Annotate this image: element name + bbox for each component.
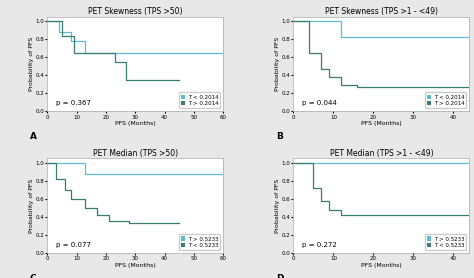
X-axis label: PFS (Months): PFS (Months)	[361, 121, 402, 126]
X-axis label: PFS (Months): PFS (Months)	[115, 263, 155, 268]
Text: B: B	[276, 132, 283, 141]
Title: PET Skewness (TPS >1 - <49): PET Skewness (TPS >1 - <49)	[325, 7, 438, 16]
Text: A: A	[30, 132, 37, 141]
X-axis label: PFS (Months): PFS (Months)	[361, 263, 402, 268]
Title: PET Median (TPS >50): PET Median (TPS >50)	[93, 149, 178, 158]
Title: PET Median (TPS >1 - <49): PET Median (TPS >1 - <49)	[329, 149, 433, 158]
Y-axis label: Probability of PFS: Probability of PFS	[29, 178, 34, 233]
Y-axis label: Probability of PFS: Probability of PFS	[275, 178, 280, 233]
Legend: T < 0.2014, T > 0.2014: T < 0.2014, T > 0.2014	[179, 93, 220, 108]
X-axis label: PFS (Months): PFS (Months)	[115, 121, 155, 126]
Title: PET Skewness (TPS >50): PET Skewness (TPS >50)	[88, 7, 182, 16]
Legend: T > 0.5233, T < 0.5233: T > 0.5233, T < 0.5233	[179, 234, 220, 250]
Text: p = 0.272: p = 0.272	[302, 242, 337, 248]
Text: p = 0.367: p = 0.367	[56, 100, 91, 106]
Text: p = 0.077: p = 0.077	[56, 242, 91, 248]
Y-axis label: Probability of PFS: Probability of PFS	[275, 37, 280, 91]
Text: C: C	[30, 274, 36, 278]
Legend: T < 0.2014, T > 0.2014: T < 0.2014, T > 0.2014	[425, 93, 466, 108]
Text: D: D	[276, 274, 283, 278]
Y-axis label: Probability of PFS: Probability of PFS	[29, 37, 34, 91]
Text: p = 0.044: p = 0.044	[302, 100, 337, 106]
Legend: T > 0.5233, T < 0.5233: T > 0.5233, T < 0.5233	[425, 234, 466, 250]
